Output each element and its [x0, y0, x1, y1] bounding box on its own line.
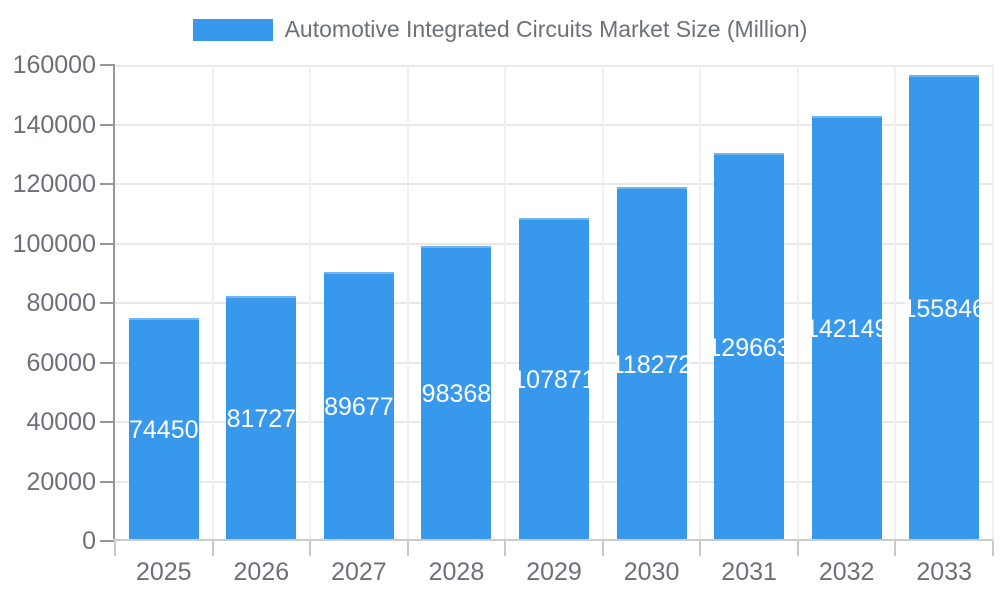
x-tick-mark: [601, 541, 604, 556]
bar-value-label: 89677: [324, 393, 394, 422]
y-tick-mark: [100, 540, 114, 542]
y-axis-line: [113, 64, 115, 542]
x-tick-mark: [406, 541, 409, 556]
bar[interactable]: 155846: [903, 75, 986, 541]
y-tick-label: 60000: [26, 348, 96, 377]
y-tick-label: 0: [82, 527, 96, 555]
x-gridline: [992, 65, 994, 541]
x-tick-mark: [894, 541, 897, 556]
y-tick-mark: [100, 64, 114, 66]
x-tick-label: 2032: [818, 558, 875, 586]
legend[interactable]: Automotive Integrated Circuits Market Si…: [0, 16, 1000, 43]
y-tick-label: 140000: [12, 110, 96, 139]
bar[interactable]: 107871: [512, 218, 596, 541]
x-tick-mark: [211, 541, 214, 556]
y-tick-label: 120000: [12, 170, 96, 198]
bar-value-label: 142149: [804, 315, 889, 344]
x-gridline: [601, 65, 604, 541]
y-tick-mark: [100, 480, 114, 483]
legend-label[interactable]: Automotive Integrated Circuits Market Si…: [284, 16, 808, 42]
bar-value-label: 74450: [129, 415, 199, 444]
plot-area[interactable]: 74450 81727 89677 98368 107871 118272 129663 14…: [115, 65, 994, 541]
y-tick-mark: [100, 183, 114, 185]
y-tick-label: 40000: [26, 408, 96, 436]
bar[interactable]: 81727: [226, 295, 297, 541]
x-tick-label: 2028: [428, 558, 485, 586]
legend-swatch[interactable]: [192, 18, 273, 41]
bar-value-label: 118272: [610, 350, 693, 379]
x-gridline: [309, 65, 312, 541]
y-tick-mark: [100, 242, 114, 245]
x-tick-label: 2025: [135, 558, 192, 586]
y-gridline: [115, 65, 993, 67]
x-tick-mark: [992, 541, 994, 556]
bar[interactable]: 98368: [421, 246, 492, 541]
x-tick-mark: [114, 541, 116, 556]
x-tick-mark: [699, 541, 702, 556]
x-tick-label: 2031: [721, 558, 777, 586]
y-tick-mark: [100, 361, 114, 364]
y-tick-label: 80000: [26, 289, 96, 317]
x-tick-label: 2030: [623, 558, 680, 586]
x-tick-label: 2033: [916, 558, 973, 586]
bar[interactable]: 74450: [128, 317, 199, 541]
bar-value-label: 155846: [902, 294, 986, 323]
y-gridline: [115, 123, 993, 126]
y-tick-mark: [100, 302, 114, 304]
x-tick-mark: [796, 541, 799, 556]
x-tick-mark: [504, 541, 507, 556]
x-tick-label: 2029: [526, 558, 582, 586]
x-gridline: [406, 65, 409, 541]
x-axis-line: [113, 539, 993, 541]
bar-value-label: 81727: [226, 404, 297, 433]
bar[interactable]: 142149: [805, 116, 888, 541]
x-gridline: [211, 65, 214, 541]
x-tick-mark: [309, 541, 312, 556]
y-tick-label: 20000: [26, 467, 96, 496]
y-tick-mark: [100, 123, 114, 126]
x-gridline: [894, 65, 897, 541]
x-gridline: [699, 65, 702, 541]
bar-value-label: 98368: [421, 380, 492, 409]
x-tick-label: 2027: [331, 558, 387, 586]
y-tick-label: 160000: [12, 51, 96, 79]
x-gridline: [504, 65, 507, 541]
bar[interactable]: 129663: [707, 153, 791, 541]
bar-value-label: 107871: [512, 366, 596, 395]
y-gridline: [115, 183, 993, 185]
y-tick-label: 100000: [12, 229, 96, 258]
bar[interactable]: 118272: [611, 187, 692, 541]
x-tick-label: 2026: [233, 558, 290, 586]
bar[interactable]: 89677: [323, 272, 394, 541]
y-tick-mark: [100, 421, 114, 423]
x-gridline: [796, 65, 799, 541]
bar-value-label: 129663: [707, 333, 791, 362]
